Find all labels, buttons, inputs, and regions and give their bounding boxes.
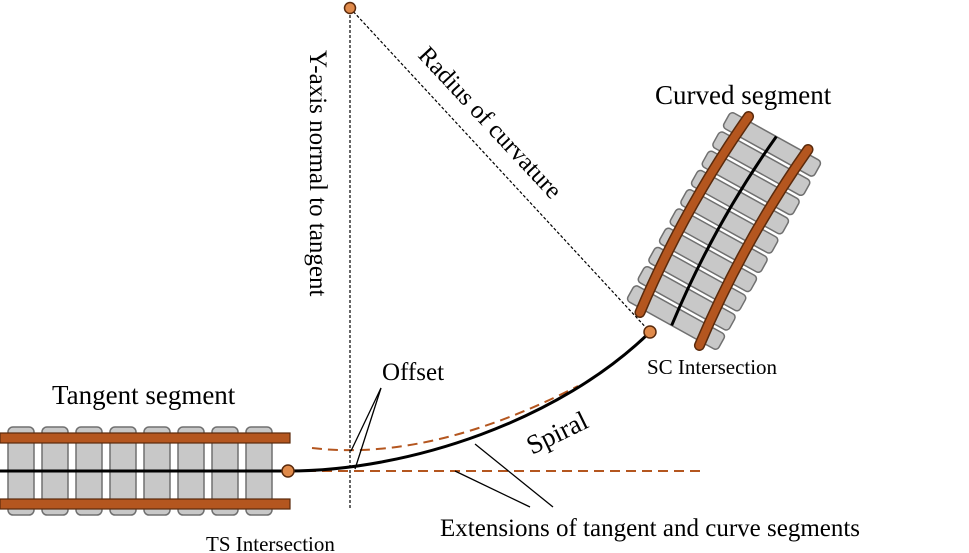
radius-center-point [343, 1, 357, 15]
spiral-curve [287, 330, 652, 473]
radius-line [349, 7, 651, 333]
leader-lines [350, 387, 554, 508]
ts-intersection-label: TS Intersection [206, 532, 335, 553]
curved-rail-outer-fill [635, 112, 753, 317]
tangent-rail-bottom [0, 498, 291, 510]
offset-label: Offset [382, 359, 444, 386]
sc-intersection-label: SC Intersection [647, 355, 778, 379]
extensions-label: Extensions of tangent and curve segments [440, 515, 860, 542]
tangent-segment-label: Tangent segment [52, 380, 236, 410]
ts-intersection-point [281, 464, 295, 478]
extensions-leader-tangent [454, 470, 531, 508]
curved-segment-label: Curved segment [655, 80, 832, 110]
sc-intersection-point [643, 325, 657, 339]
tangent-rail-top [0, 432, 291, 444]
extensions-leader-curve [474, 443, 554, 508]
offset-leader-lower [354, 387, 382, 470]
radius-label: Radius of curvature [413, 42, 567, 205]
curved-rail-inner-fill [695, 145, 813, 350]
curved-centerline [670, 135, 778, 327]
offset-leader-upper [350, 387, 382, 452]
curved-segment [626, 111, 822, 351]
y-axis-label: Y-axis normal to tangent [304, 50, 331, 297]
